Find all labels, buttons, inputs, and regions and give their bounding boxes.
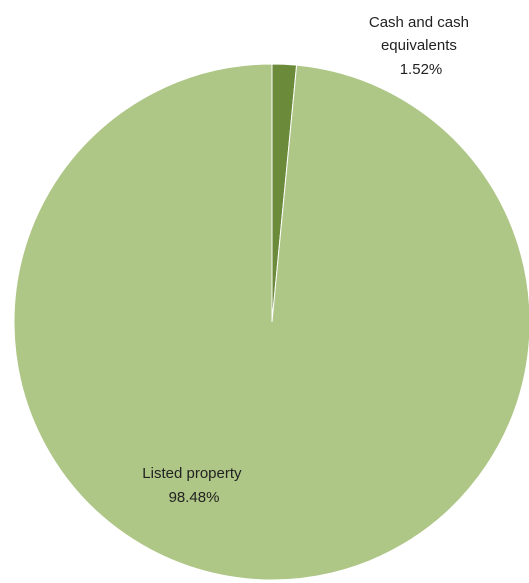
slice-label-cash: Cash and cash equivalents 1.52% <box>369 14 473 78</box>
slice-label-listed-property: Listed property 98.48% <box>142 465 245 506</box>
slice-label-cash-line2: equivalents <box>381 37 457 54</box>
slice-label-cash-line1: Cash and cash <box>369 14 469 31</box>
slice-value-listed-property: 98.48% <box>169 489 220 506</box>
pie-labels: Cash and cash equivalents 1.52% Listed p… <box>142 14 473 506</box>
slice-label-listed-property-line1: Listed property <box>142 465 242 482</box>
pie-slice-listed-property <box>13 63 529 581</box>
slice-value-cash: 1.52% <box>400 61 443 78</box>
pie-slices <box>13 63 529 581</box>
